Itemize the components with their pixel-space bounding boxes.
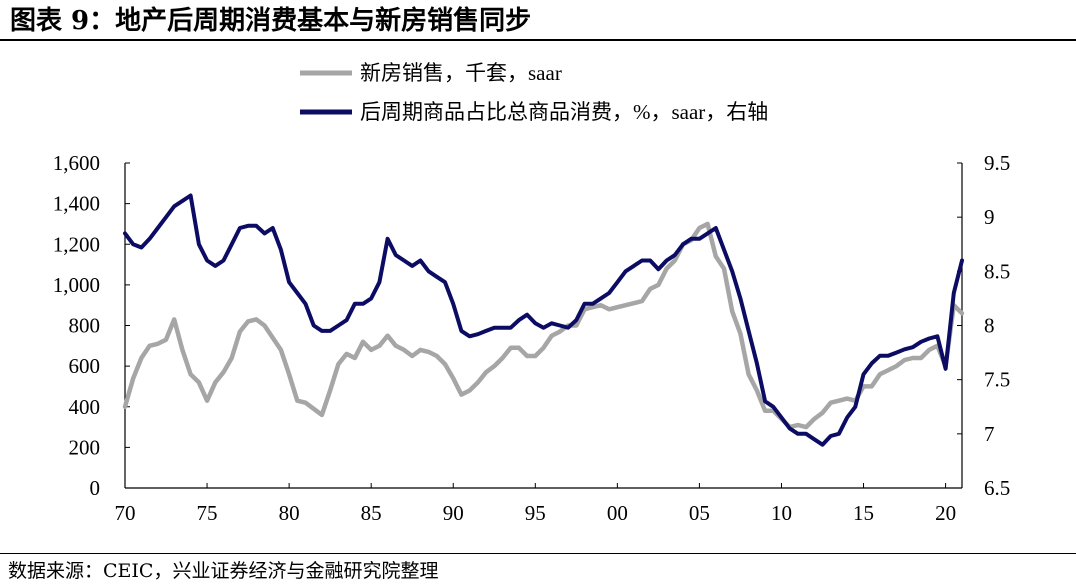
left-y-tick-label: 1,000 [53, 273, 100, 297]
left-y-tick-label: 400 [69, 395, 101, 419]
footer-divider [0, 553, 1076, 554]
left-y-tick-label: 800 [69, 314, 101, 338]
right-y-tick-label: 9.5 [984, 151, 1010, 175]
legend-label-post-cycle-share: 后周期商品占比总商品消费，%，saar，右轴 [360, 100, 768, 124]
x-tick-label: 90 [443, 501, 464, 525]
right-y-tick-label: 7.5 [984, 368, 1010, 392]
legend: 新房销售，千套，saar 后周期商品占比总商品消费，%，saar，右轴 [300, 61, 768, 124]
right-y-tick-label: 6.5 [984, 476, 1010, 500]
x-tick-label: 10 [771, 501, 792, 525]
series-layer [122, 193, 965, 447]
legend-label-new-home-sales: 新房销售，千套，saar [360, 61, 562, 85]
chart-title: 图表 9：地产后周期消费基本与新房销售同步 [10, 6, 532, 36]
title-divider [0, 39, 1076, 41]
x-tick-label: 70 [115, 501, 136, 525]
right-y-tick-label: 7 [984, 422, 995, 446]
left-y-tick-label: 1,400 [53, 192, 100, 216]
left-y-tick-label: 0 [90, 476, 101, 500]
x-tick-label: 20 [935, 501, 956, 525]
x-tick-label: 80 [279, 501, 300, 525]
series-line-post-cycle-share [123, 193, 964, 447]
right-y-tick-label: 8.5 [984, 259, 1010, 283]
left-y-tick-label: 1,600 [53, 151, 100, 175]
x-tick-label: 75 [197, 501, 218, 525]
axes: 02004006008001,0001,2001,4001,6006.577.5… [53, 151, 1011, 525]
left-y-tick-label: 1,200 [53, 232, 100, 256]
x-tick-label: 95 [525, 501, 546, 525]
right-y-tick-label: 9 [984, 205, 995, 229]
x-tick-label: 15 [853, 501, 874, 525]
series-line-new-home-sales [122, 221, 965, 430]
x-tick-label: 85 [361, 501, 382, 525]
source-note: 数据来源：CEIC，兴业证券经济与金融研究院整理 [8, 560, 439, 582]
left-y-tick-label: 200 [69, 435, 101, 459]
x-tick-label: 00 [607, 501, 628, 525]
x-tick-label: 05 [689, 501, 710, 525]
left-y-tick-label: 600 [69, 354, 101, 378]
right-y-tick-label: 8 [984, 314, 995, 338]
